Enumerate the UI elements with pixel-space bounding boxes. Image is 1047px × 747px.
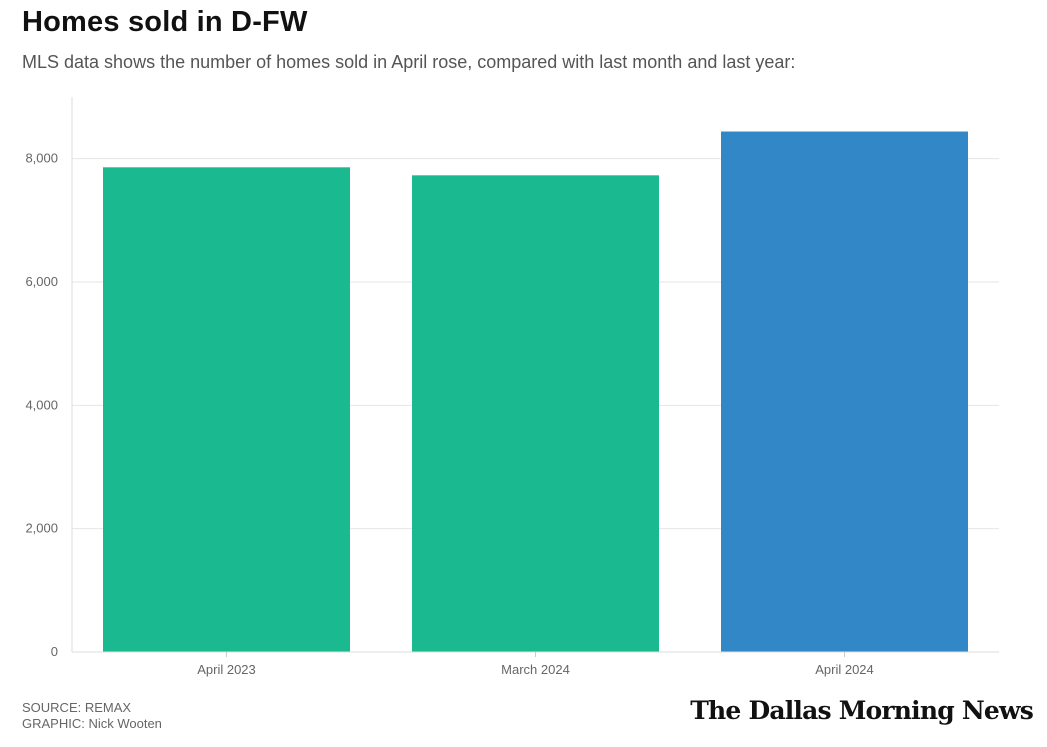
bar [103, 167, 350, 653]
y-tick-label: 8,000 [25, 151, 58, 166]
axes: 0 2,000 4,000 6,000 8,000 April 2023 March 202… [25, 97, 999, 677]
y-tick-label: 2,000 [25, 521, 58, 536]
source-credit: SOURCE: REMAX [22, 700, 132, 715]
credits: SOURCE: REMAX GRAPHIC: Nick Wooten [22, 700, 162, 732]
y-tick-label: 6,000 [25, 274, 58, 289]
y-tick-label: 0 [51, 644, 58, 659]
y-tick-label: 4,000 [25, 397, 58, 412]
chart-subtitle: MLS data shows the number of homes sold … [22, 52, 796, 72]
x-tick-label: April 2024 [815, 662, 874, 677]
x-tick-label: April 2023 [197, 662, 256, 677]
bar-chart: 0 2,000 4,000 6,000 8,000 April 2023 March 202… [25, 97, 999, 677]
publisher-logo: The Dallas Morning News [690, 696, 1034, 725]
bars [103, 131, 968, 653]
chart-title: Homes sold in D-FW [22, 6, 308, 38]
graphic-credit: GRAPHIC: Nick Wooten [22, 716, 162, 731]
bar [721, 131, 968, 653]
x-tick-label: March 2024 [501, 662, 570, 677]
bar [412, 175, 659, 653]
